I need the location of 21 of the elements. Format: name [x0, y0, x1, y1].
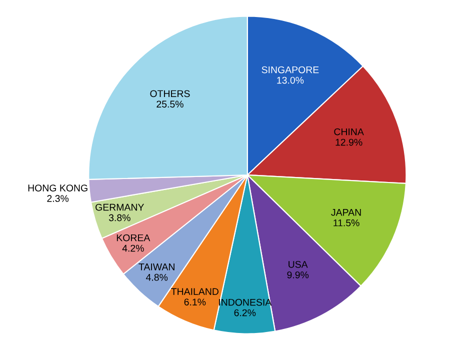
slice-label: CHINA: [334, 128, 364, 136]
data-label: 3.8%: [108, 214, 130, 222]
data-label: 6.1%: [184, 298, 206, 306]
data-label: 2.3%: [47, 195, 69, 202]
slice-label: THAILAND: [171, 288, 218, 295]
data-label: 11.5%: [334, 219, 360, 226]
data-label: 6.2%: [234, 309, 256, 316]
slice-label: GERMANY: [96, 204, 144, 211]
slice-label: KOREA: [116, 234, 150, 242]
slice-label: JAPAN: [331, 209, 361, 216]
slice-label: SINGAPORE: [262, 66, 319, 74]
data-label: 13.0%: [277, 76, 304, 84]
slice-label: TAIWAN: [138, 264, 174, 270]
data-label: 4.8%: [146, 274, 168, 281]
slice-label: HONG KONG: [28, 184, 88, 192]
data-label: 4.2%: [122, 244, 144, 252]
slice-label: USA: [288, 260, 308, 268]
data-label: 12.9%: [336, 138, 362, 146]
data-label: 9.9%: [287, 271, 309, 278]
slice-label: OTHERS: [150, 90, 190, 98]
data-label: 25.5%: [156, 100, 184, 108]
